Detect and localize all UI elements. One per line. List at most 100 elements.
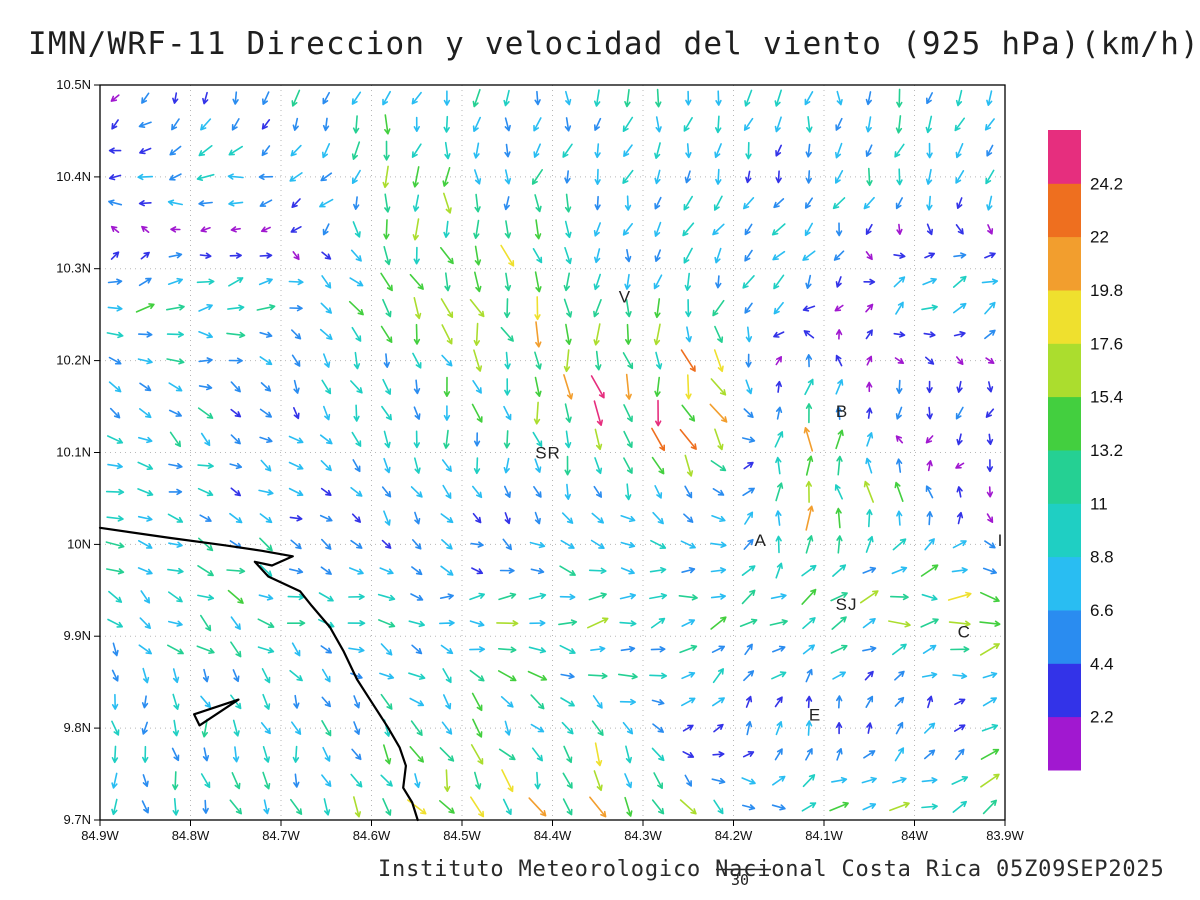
wind-arrow	[382, 90, 391, 106]
wind-arrow	[920, 618, 939, 628]
wind-arrow	[503, 196, 510, 211]
wind-arrow	[563, 745, 573, 764]
wind-arrow	[801, 564, 817, 577]
y-tick-label: 10.3N	[56, 261, 91, 276]
wind-arrow	[473, 349, 483, 372]
wind-arrow	[984, 329, 996, 340]
wind-arrow	[889, 801, 910, 812]
wind-arrow	[142, 745, 149, 763]
wind-arrow	[380, 693, 393, 710]
wind-arrow	[985, 169, 995, 185]
wind-arrow	[565, 90, 572, 106]
wind-arrow	[504, 720, 511, 736]
wind-arrow	[835, 406, 843, 420]
wind-arrow	[226, 567, 246, 575]
wind-arrow	[107, 462, 123, 470]
wind-arrow	[110, 225, 120, 233]
wind-arrow	[655, 116, 662, 133]
wind-arrow	[832, 671, 846, 680]
wind-arrow	[802, 617, 816, 630]
wind-arrow	[649, 593, 668, 600]
wind-arrow	[774, 89, 782, 107]
wind-arrow	[745, 353, 752, 368]
wind-arrow	[351, 169, 361, 184]
wind-arrow	[594, 742, 603, 767]
wind-arrow	[261, 145, 271, 157]
wind-arrow	[712, 299, 725, 317]
wind-arrow	[563, 298, 573, 318]
wind-arrow	[412, 194, 420, 212]
wind-arrow	[866, 722, 873, 734]
wind-arrow	[291, 721, 302, 735]
wind-arrow	[948, 620, 971, 627]
forecast-hour-label: 30	[731, 871, 750, 889]
wind-arrow	[565, 323, 572, 345]
wind-arrow	[741, 565, 756, 576]
wind-arrow	[350, 539, 363, 549]
y-tick-label: 9.7N	[64, 812, 91, 827]
wind-arrow	[896, 168, 903, 186]
wind-arrow	[986, 195, 993, 211]
wind-arrow	[259, 513, 273, 524]
wind-arrow	[167, 277, 183, 285]
wind-arrow	[590, 539, 605, 549]
wind-arrow	[289, 669, 303, 682]
wind-arrow	[288, 435, 304, 444]
wind-arrow	[504, 512, 511, 525]
wind-arrow	[197, 407, 214, 419]
wind-arrow	[378, 619, 396, 628]
wind-arrow	[289, 172, 303, 182]
wind-arrow	[620, 515, 636, 523]
wind-arrow	[440, 247, 454, 265]
wind-arrow	[985, 408, 995, 418]
wind-arrow	[925, 168, 933, 185]
wind-arrow	[684, 170, 691, 184]
wind-arrow	[743, 197, 755, 210]
wind-arrow	[834, 304, 844, 312]
wind-arrow	[111, 693, 119, 710]
wind-arrow	[624, 773, 633, 789]
wind-arrow	[439, 800, 455, 814]
wind-arrow	[982, 567, 997, 575]
wind-arrow	[503, 430, 511, 449]
wind-arrow	[896, 458, 903, 473]
wind-arrow	[293, 773, 300, 788]
wind-arrow	[443, 115, 450, 133]
wind-arrow	[680, 540, 696, 549]
colorbar-label: 2.2	[1090, 708, 1114, 727]
wind-arrow	[320, 302, 332, 314]
wind-arrow	[894, 143, 905, 158]
wind-arrow	[654, 196, 662, 210]
chart-title: IMN/WRF-11 Direccion y velocidad del vie…	[28, 26, 1200, 62]
wind-arrow	[232, 719, 240, 737]
wind-arrow	[775, 144, 782, 157]
wind-arrow	[352, 459, 361, 473]
x-tick-label: 84.7W	[262, 828, 300, 843]
wind-arrow	[593, 222, 601, 237]
wind-arrow	[947, 591, 972, 601]
wind-arrow	[383, 246, 391, 266]
wind-arrow	[806, 116, 813, 133]
wind-arrow	[805, 535, 814, 554]
axis-labels: 10.5N 10.4N 10.3N 10.2N 10.1N 10N 9.9N 9.8N 9.7N…	[56, 77, 1024, 843]
wind-arrow	[258, 173, 274, 181]
wind-arrow	[504, 143, 511, 158]
wind-arrow	[230, 616, 241, 630]
wind-arrow	[772, 250, 786, 261]
wind-arrow	[380, 774, 393, 787]
wind-arrow	[683, 195, 693, 211]
wind-arrow	[679, 799, 697, 815]
station-label: A	[755, 531, 767, 550]
wind-arrow	[348, 300, 364, 316]
wind-arrow	[863, 480, 874, 503]
wind-arrow	[534, 376, 542, 397]
wind-arrow	[859, 590, 879, 604]
wind-arrow	[172, 693, 180, 710]
wind-arrow	[835, 276, 842, 288]
wind-arrow	[835, 170, 844, 184]
wind-arrow	[106, 331, 124, 339]
wind-arrow	[257, 646, 275, 654]
wind-arrow	[107, 618, 123, 628]
wind-arrow	[441, 539, 453, 550]
wind-arrow	[139, 408, 152, 419]
